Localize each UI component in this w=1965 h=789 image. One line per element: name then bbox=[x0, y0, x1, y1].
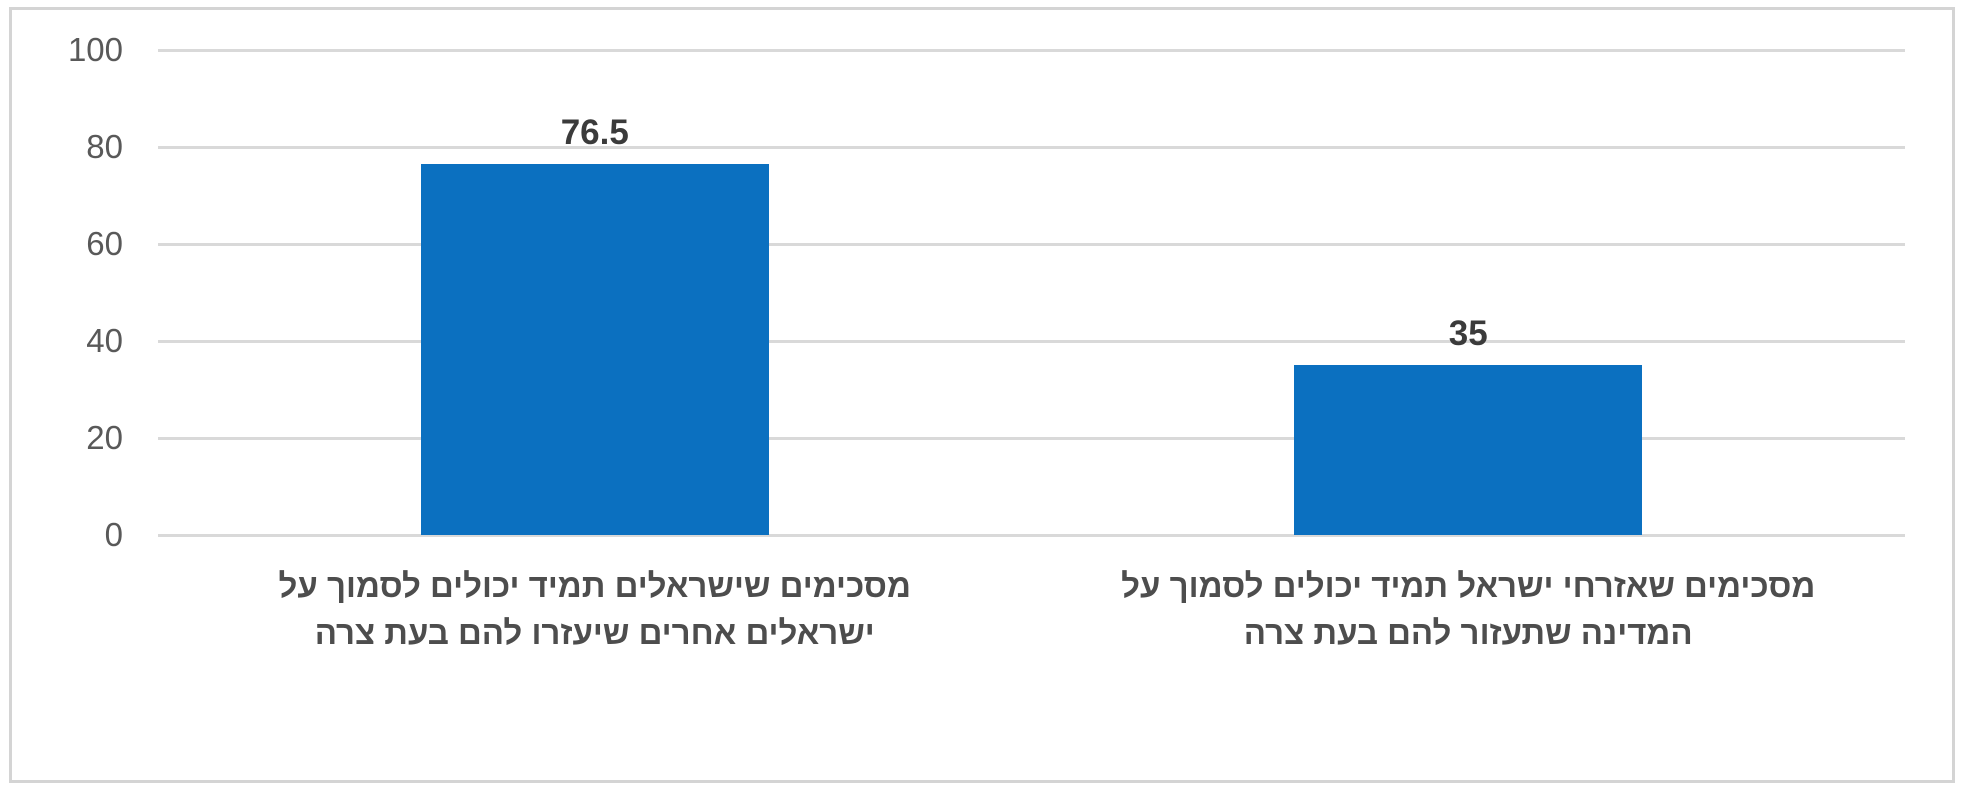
gridline-y-20 bbox=[158, 436, 1905, 440]
y-axis-tick-label: 80 bbox=[86, 128, 123, 165]
bar bbox=[420, 163, 769, 535]
bar-group-israelis: 76.5 מסכימים שישראלים תמיד יכולים לסמוך … bbox=[12, 10, 1952, 780]
chart-frame: 76.5 מסכימים שישראלים תמיד יכולים לסמוך … bbox=[9, 7, 1955, 783]
category-label: מסכימים שישראלים תמיד יכולים לסמוך על יש… bbox=[278, 567, 911, 651]
y-axis-tick-label: 20 bbox=[86, 419, 123, 456]
y-axis-tick-label: 100 bbox=[67, 31, 123, 68]
bar-group-state: 35 מסכימים שאזרחי ישראל תמיד יכולים לסמו… bbox=[12, 10, 1952, 780]
y-axis-tick-label: 40 bbox=[86, 322, 123, 359]
bar bbox=[1294, 365, 1643, 535]
gridline-y-100 bbox=[158, 48, 1905, 52]
gridline-y-80 bbox=[158, 145, 1905, 149]
bar-value-label: 35 bbox=[1448, 314, 1488, 354]
gridline-y-40 bbox=[158, 339, 1905, 343]
category-label: מסכימים שאזרחי ישראל תמיד יכולים לסמוך ע… bbox=[1121, 567, 1816, 651]
y-axis-tick-label: 60 bbox=[86, 225, 123, 262]
plot-area: 76.5 מסכימים שישראלים תמיד יכולים לסמוך … bbox=[12, 10, 1952, 780]
gridline-y-0 bbox=[158, 533, 1905, 537]
gridline-y-60 bbox=[158, 242, 1905, 246]
y-axis-tick-label: 0 bbox=[104, 516, 123, 553]
